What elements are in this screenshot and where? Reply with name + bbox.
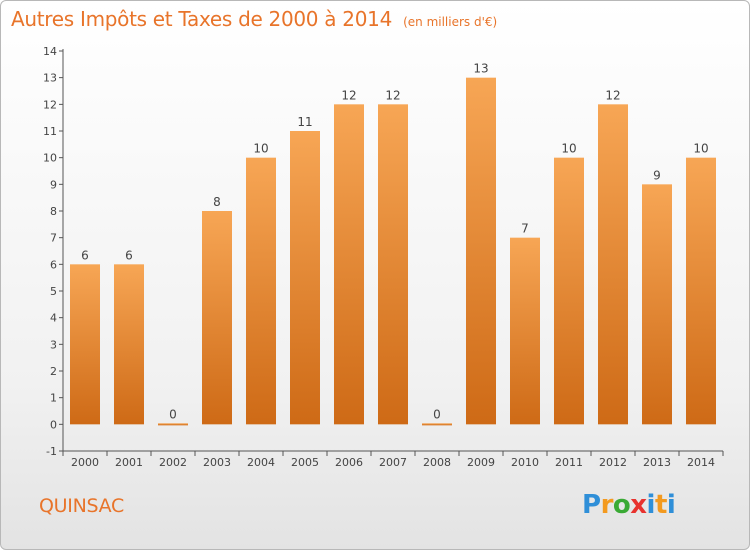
bar [642, 184, 672, 425]
logo-letter: r [600, 490, 614, 520]
bar [334, 104, 364, 425]
x-tick-label: 2003 [203, 456, 231, 469]
bar [466, 77, 496, 425]
data-label: 0 [433, 407, 441, 421]
y-tick-label: 7 [50, 232, 57, 245]
x-tick-label: 2006 [335, 456, 363, 469]
logo-letter: i [666, 490, 676, 520]
y-tick-label: 11 [43, 125, 57, 138]
data-label: 12 [605, 88, 620, 102]
bar [290, 131, 320, 425]
x-tick-label: 2010 [511, 456, 539, 469]
data-label: 11 [297, 115, 312, 129]
bar [246, 157, 276, 425]
data-label: 8 [213, 195, 221, 209]
chart-header: Autres Impôts et Taxes de 2000 à 2014 (e… [11, 7, 497, 31]
x-tick-label: 2007 [379, 456, 407, 469]
y-tick-label: 12 [43, 98, 57, 111]
x-tick-label: 2011 [555, 456, 583, 469]
bar [510, 237, 540, 425]
logo-letter: x [630, 490, 647, 520]
bars [70, 77, 716, 426]
bar [378, 104, 408, 425]
y-tick-label: 13 [43, 72, 57, 85]
bar [422, 423, 452, 426]
y-tick-label: 10 [43, 152, 57, 165]
data-labels: 6 6 0 8 10 11 12 12 0 13 7 10 12 9 10 [81, 62, 708, 422]
data-label: 10 [561, 142, 576, 156]
x-tick-label: 2013 [643, 456, 671, 469]
y-tick-label: 0 [50, 418, 57, 431]
data-label: 10 [693, 142, 708, 156]
data-label: 13 [473, 62, 488, 76]
y-tick-label: 9 [50, 178, 57, 191]
x-tick-label: 2012 [599, 456, 627, 469]
proxiti-logo: Proxiti [582, 490, 676, 520]
x-axis: 2000 2001 2002 2003 2004 2005 2006 2007 2008 2009… [62, 450, 724, 469]
bar [554, 157, 584, 425]
x-tick-label: 2001 [115, 456, 143, 469]
data-label: 9 [653, 168, 661, 182]
logo-letter: i [646, 490, 656, 520]
y-tick-label: 1 [50, 392, 57, 405]
data-label: 12 [385, 88, 400, 102]
bar [686, 157, 716, 425]
logo-letter: o [612, 490, 631, 520]
logo-letter: t [654, 490, 667, 520]
bar [114, 264, 144, 425]
y-tick-label: 14 [43, 45, 57, 58]
y-tick-label: 2 [50, 365, 57, 378]
y-tick-label: 3 [50, 338, 57, 351]
x-tick-label: 2002 [159, 456, 187, 469]
logo-letter: P [582, 490, 601, 520]
y-tick-label: 6 [50, 258, 57, 271]
x-tick-label: 2000 [71, 456, 99, 469]
bar [158, 423, 188, 426]
x-tick-label: 2008 [423, 456, 451, 469]
commune-name: QUINSAC [39, 495, 124, 517]
x-tick-label: 2009 [467, 456, 495, 469]
data-label: 12 [341, 88, 356, 102]
data-label: 6 [81, 248, 89, 262]
y-tick-label: 8 [50, 205, 57, 218]
y-tick-label: 4 [50, 312, 57, 325]
data-label: 10 [253, 142, 268, 156]
y-tick-label: 5 [50, 285, 57, 298]
y-tick-label: -1 [46, 445, 57, 458]
data-label: 6 [125, 248, 133, 262]
x-tick-label: 2005 [291, 456, 319, 469]
data-label: 7 [521, 222, 529, 236]
bar [202, 211, 232, 425]
unit-note: (en milliers d'€) [403, 15, 498, 29]
bar [598, 104, 628, 425]
bar [70, 264, 100, 425]
chart-title: Autres Impôts et Taxes de 2000 à 2014 [11, 7, 392, 31]
x-tick-label: 2004 [247, 456, 275, 469]
data-label: 0 [169, 407, 177, 421]
x-tick-label: 2014 [687, 456, 715, 469]
